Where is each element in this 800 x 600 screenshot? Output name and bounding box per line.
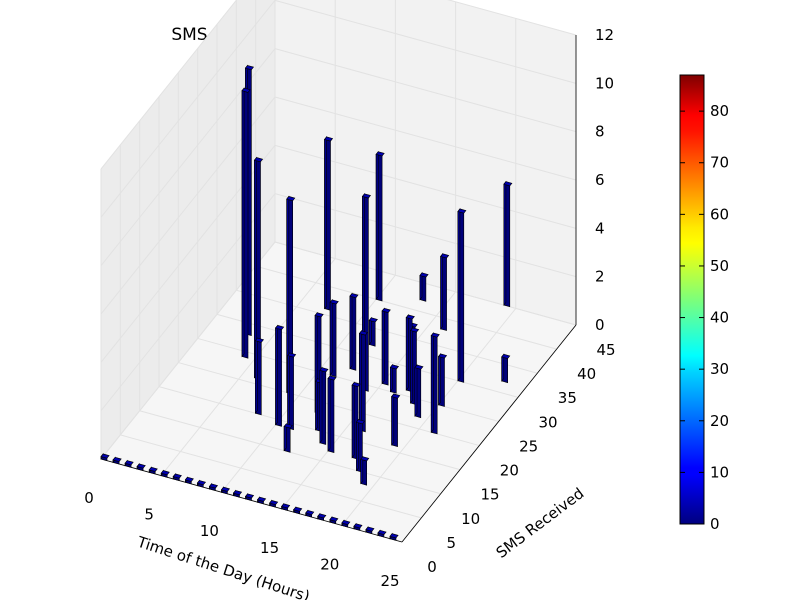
bar-side-face (320, 368, 322, 443)
colorbar-tick-label: 30 (710, 360, 729, 378)
bar-side-face (458, 209, 460, 381)
bar-side-face (392, 394, 394, 445)
bar-side-face (390, 365, 392, 392)
bar-side-face (504, 182, 506, 306)
z-tick-label: 4 (595, 219, 605, 237)
y-tick-label: 20 (500, 462, 519, 480)
z-tick-label: 2 (595, 268, 605, 286)
colorbar-tick-label: 70 (710, 154, 729, 172)
y-tick-label: 45 (596, 341, 615, 359)
colorbar-tick-label: 60 (710, 205, 729, 223)
bar-side-face (439, 354, 441, 405)
bar-side-face (411, 328, 413, 403)
bar-side-face (255, 338, 257, 413)
colorbar-tick-label: 50 (710, 257, 729, 275)
x-axis-label: Time of the Day (Hours) (134, 533, 312, 600)
y-tick-label: 10 (461, 510, 480, 528)
colorbar-tick-label: 20 (710, 412, 729, 430)
x-tick-label: 10 (200, 522, 219, 540)
bar-side-face (441, 254, 443, 329)
z-tick-label: 10 (595, 74, 614, 92)
z-tick-label: 0 (595, 316, 605, 334)
y-tick-label: 25 (519, 437, 538, 455)
z-tick-label: 8 (595, 123, 605, 141)
bar-side-face (356, 420, 358, 471)
bar-side-face (352, 382, 354, 457)
y-axis-label: SMS Received (493, 484, 588, 562)
bar-side-face (288, 353, 290, 428)
x-tick-label: 25 (380, 572, 399, 590)
x-tick-label: 15 (260, 539, 279, 557)
bar-side-face (276, 325, 278, 424)
bar-side-face (325, 137, 327, 309)
bar-side-face (369, 318, 371, 345)
x-tick-label: 5 (144, 506, 154, 524)
bar-side-face (406, 315, 408, 390)
colorbar-tick-label: 0 (710, 515, 720, 533)
bar-side-face (328, 376, 330, 451)
y-tick-label: 40 (577, 365, 596, 383)
colorbar-tick-label: 10 (710, 463, 729, 481)
x-tick-label: 0 (84, 489, 94, 507)
y-tick-label: 0 (427, 558, 437, 576)
bar-side-face (382, 308, 384, 383)
bar-side-face (415, 365, 417, 416)
colorbar-tick-label: 80 (710, 102, 729, 120)
bar-side-face (359, 331, 361, 430)
y-tick-label: 5 (447, 534, 457, 552)
bar-side-face (376, 152, 378, 300)
colorbar (680, 75, 704, 524)
bar-side-face (316, 379, 318, 430)
y-tick-label: 30 (538, 413, 557, 431)
colorbar-tick-label: 40 (710, 309, 729, 327)
z-tick-label: 6 (595, 171, 605, 189)
bar-side-face (431, 333, 433, 432)
bar-side-face (350, 294, 352, 369)
bar-side-face (361, 457, 363, 484)
bar-side-face (284, 424, 286, 451)
bar-side-face (242, 88, 244, 356)
bar-side-face (502, 354, 504, 381)
y-tick-label: 15 (480, 486, 499, 504)
x-tick-label: 20 (320, 555, 339, 573)
z-tick-labels: 0 2 4 6 8 10 12 (595, 26, 614, 334)
y-tick-label: 35 (558, 389, 577, 407)
bar-side-face (420, 273, 422, 300)
bar-side-face (330, 300, 332, 375)
z-tick-label: 12 (595, 26, 614, 44)
